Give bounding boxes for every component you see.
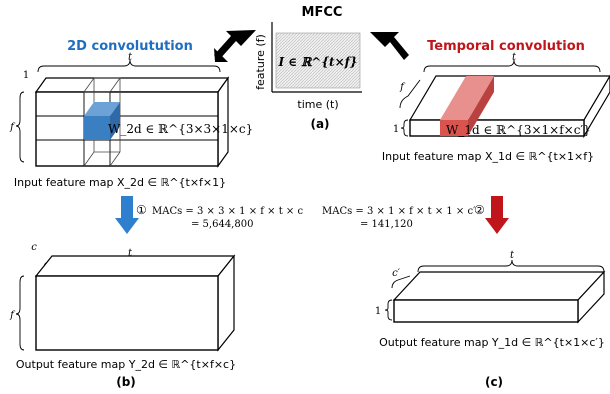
mfcc-formula: I ∈ ℝ^{t×f} [277,55,357,69]
mfcc-xlabel: time (t) [297,98,338,111]
right-heading: Temporal convolution [427,39,585,54]
branch-arrow-left [214,30,256,62]
right-down-arrow [485,196,509,234]
left-heading: 2D convolutution [67,39,193,54]
right-panel: Temporal convolution t f 1 W_1d ∈ ℝ^{3×1… [322,39,610,389]
left-kernel-window [83,151,95,167]
left-output-caption: Output feature map Y_2d ∈ ℝ^{t×f×c} [16,358,236,371]
right-kernel-side [468,76,494,136]
right-out-dim-1: 1 [375,306,381,317]
left-kernel-cell-side [110,102,120,140]
left-out-dim-f: f [9,310,16,321]
left-f-brace [15,91,25,163]
right-input-caption: Input feature map X_1d ∈ ℝ^{t×1×f} [382,150,594,163]
right-kernel-front [440,120,468,136]
left-input-top [34,77,230,93]
left-input-front [35,91,219,167]
right-label: (c) [485,375,503,389]
left-panel: 2D convolutution t 1 f W_2d ∈ ℝ^{3×3×1×c… [9,39,303,389]
right-t-brace [423,59,601,73]
right-1-brace [400,119,409,137]
left-input-caption: Input feature map X_2d ∈ ℝ^{t×f×1} [14,176,226,189]
mfcc-spectrogram [275,32,361,89]
left-out-f-brace [15,275,25,351]
right-output-caption: Output feature map Y_1d ∈ ℝ^{t×1×c′} [379,336,605,349]
left-down-arrow [115,196,139,234]
branch-arrow-right [370,32,409,60]
left-label: (b) [116,375,136,389]
left-dim-t: t [128,52,133,63]
right-out-1-brace [384,299,393,321]
right-out-dim-t: t [510,250,515,261]
left-output-front [35,275,219,351]
right-dim-t: t [512,52,517,63]
right-out-t-brace [417,259,605,273]
mfcc-label: (a) [310,117,329,131]
right-macs-line2: = 141,120 [360,219,413,230]
left-output-top [34,255,236,277]
right-step-marker: ② [474,203,485,217]
left-macs-line2: = 5,644,800 [191,219,253,230]
left-kernel-formula: W_2d ∈ ℝ^{3×3×1×c} [108,122,253,136]
right-kernel-formula: W_1d ∈ ℝ^{3×1×f×c′} [446,123,591,137]
right-input-top [408,75,610,121]
right-dim-1: 1 [393,124,399,135]
left-out-dim-c: c [31,242,37,253]
right-kernel-top [440,76,494,120]
left-kernel-cell-top [84,102,120,116]
left-kernel-cell [84,116,110,140]
right-macs-line1: MACs = 3 × 1 × f × t × 1 × c′ [322,206,476,217]
mfcc-ylabel: feature (f) [254,34,267,90]
right-output-top [392,271,606,301]
right-output-front [393,299,579,323]
right-out-c-brace [391,275,411,289]
left-dim-f: f [9,122,16,133]
left-out-dim-t: t [128,248,133,259]
mfcc-panel: MFCC feature (f) I ∈ ℝ^{t×f} time (t) (a… [254,5,362,131]
left-macs-line1: MACs = 3 × 3 × 1 × f × t × c [152,206,303,217]
mfcc-title: MFCC [302,5,343,20]
right-out-dim-c: c′ [392,268,401,279]
left-t-brace [37,59,221,73]
left-dim-1: 1 [23,70,29,81]
right-f-brace [399,79,421,109]
left-step-marker: ① [136,203,147,217]
right-dim-f: f [399,82,406,93]
left-kernel-window [109,151,121,167]
